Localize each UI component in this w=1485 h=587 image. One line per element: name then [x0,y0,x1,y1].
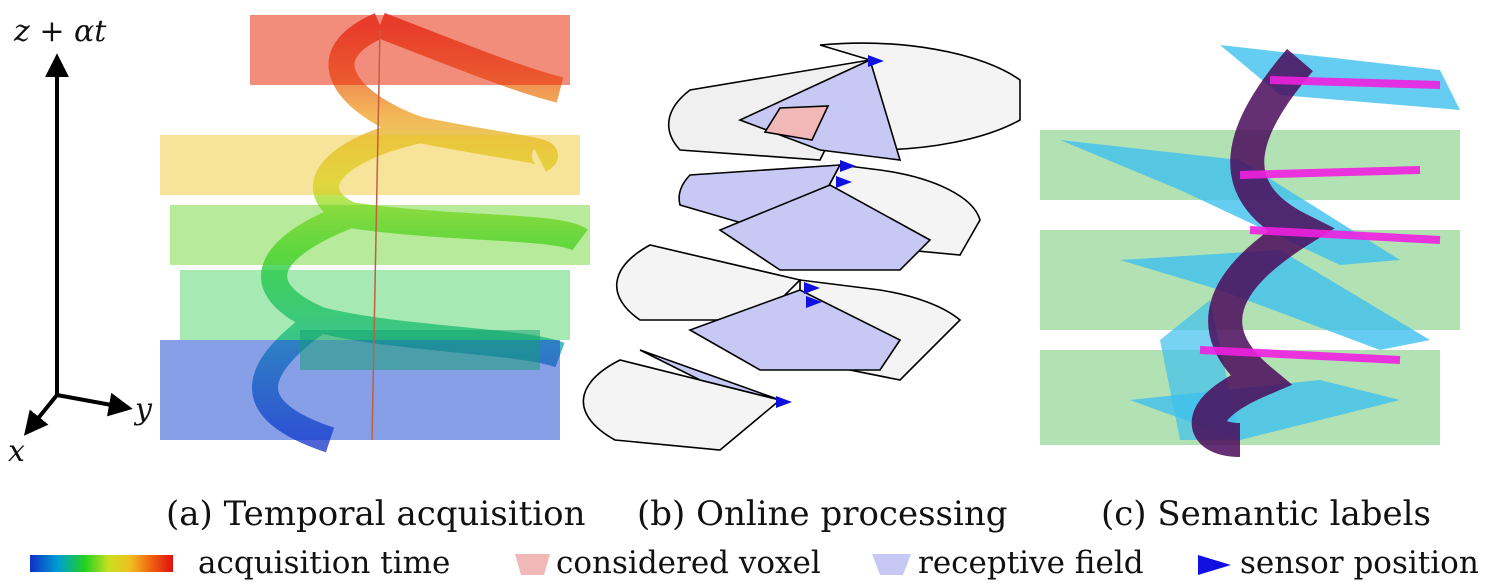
legend-swatches [30,554,1231,575]
legend-acquisition-time: acquisition time [198,545,451,581]
axis-label-x: x [8,434,25,469]
axis-label-y: y [135,392,152,427]
caption-a: (a) Temporal acquisition [166,494,586,534]
panel-c-semantic-cloud [1040,45,1460,457]
sensor-markers [776,55,884,408]
legend-time-gradient [30,555,173,572]
panel-a-point-cloud [160,12,590,453]
legend-sensor-position: sensor position [1240,545,1479,581]
caption-c: (c) Semantic labels [1101,494,1431,534]
legend-considered-voxel: considered voxel [556,545,821,581]
axis-triad [23,53,133,436]
legend-sensor-swatch [1198,555,1231,575]
legend-receptive-field: receptive field [918,545,1144,581]
legend-considered-voxel-swatch [515,554,550,575]
legend-receptive-field-swatch [872,554,911,575]
axis-label-vertical: z + αt [14,14,107,49]
caption-b: (b) Online processing [637,494,1008,534]
panel-b-voxel-spiral [582,42,1021,451]
